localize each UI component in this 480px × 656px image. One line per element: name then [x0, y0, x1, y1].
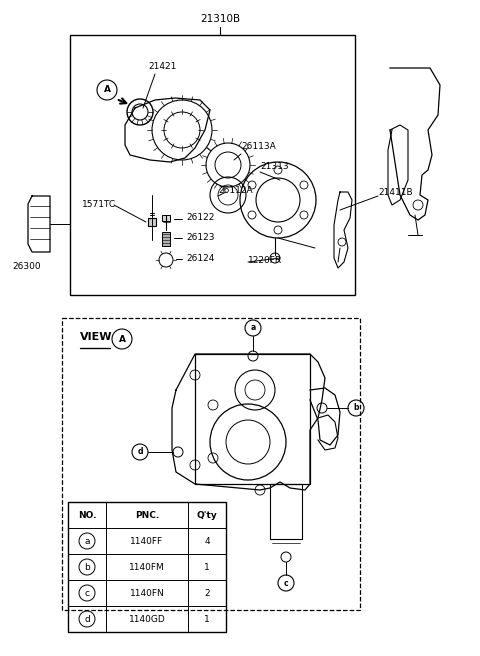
Text: d: d: [137, 447, 143, 457]
Bar: [62, 318, 360, 610]
Text: 1140FN: 1140FN: [130, 588, 164, 598]
Text: 26113A: 26113A: [241, 142, 276, 151]
Text: 1571TC: 1571TC: [82, 200, 116, 209]
Text: A: A: [119, 335, 125, 344]
Text: VIEW: VIEW: [80, 332, 112, 342]
Text: c: c: [84, 588, 89, 598]
Text: PNC.: PNC.: [135, 510, 159, 520]
Text: 26124: 26124: [186, 254, 215, 263]
Text: 1: 1: [204, 562, 210, 571]
Text: 2: 2: [204, 588, 210, 598]
Bar: [162, 232, 170, 246]
Text: Q'ty: Q'ty: [197, 510, 217, 520]
Text: A: A: [104, 85, 110, 94]
Text: 4: 4: [204, 537, 210, 546]
Text: 1140GD: 1140GD: [129, 615, 166, 623]
Text: 1140FF: 1140FF: [131, 537, 164, 546]
Text: 26300: 26300: [12, 262, 41, 271]
Bar: [162, 215, 170, 221]
Text: 21310B: 21310B: [200, 14, 240, 24]
Bar: [148, 218, 156, 226]
Text: 21313: 21313: [260, 162, 288, 171]
Text: 21421: 21421: [148, 62, 176, 71]
Text: a: a: [251, 323, 256, 333]
Bar: [68, 502, 226, 632]
Text: 1220FR: 1220FR: [248, 256, 282, 265]
Bar: [195, 354, 310, 484]
Bar: [70, 35, 355, 295]
Text: a: a: [84, 537, 90, 546]
Bar: [270, 484, 302, 539]
Text: 26122: 26122: [186, 213, 215, 222]
Text: b: b: [84, 562, 90, 571]
Text: 26123: 26123: [186, 233, 215, 242]
Text: b: b: [353, 403, 359, 413]
Text: d: d: [84, 615, 90, 623]
Text: 1140FM: 1140FM: [129, 562, 165, 571]
Text: 1: 1: [204, 615, 210, 623]
Text: c: c: [284, 579, 288, 588]
Text: NO.: NO.: [78, 510, 96, 520]
Text: 21411B: 21411B: [378, 188, 413, 197]
Text: 26112A: 26112A: [218, 186, 252, 195]
